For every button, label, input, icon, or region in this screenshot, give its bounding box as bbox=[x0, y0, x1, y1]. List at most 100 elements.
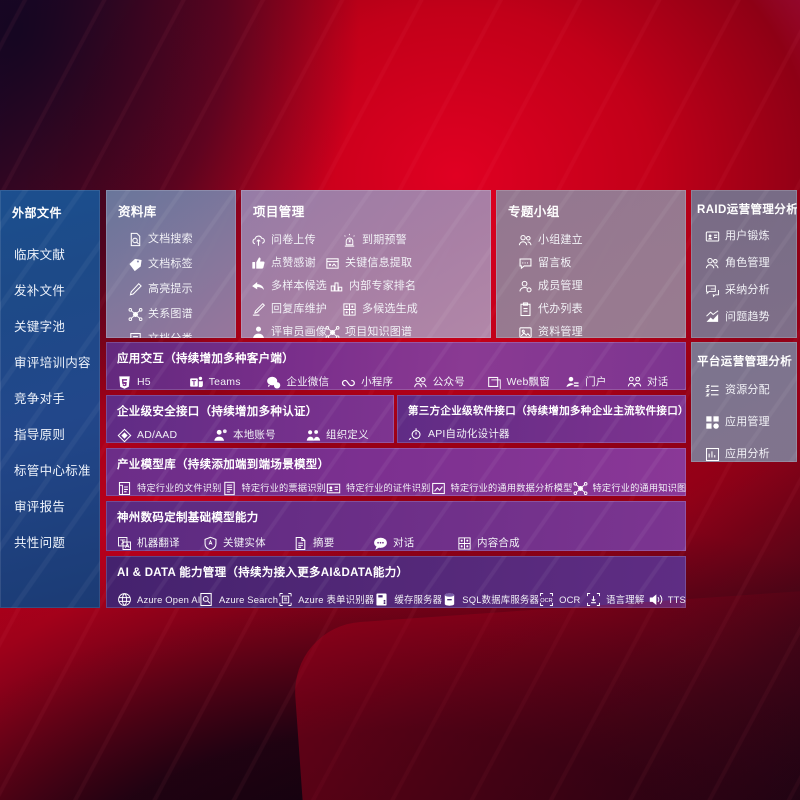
item-label: 角色管理 bbox=[725, 257, 770, 269]
graph-network-icon bbox=[128, 307, 143, 322]
two-people-icon bbox=[518, 233, 533, 248]
ai-item-tts[interactable]: TTS bbox=[648, 589, 686, 608]
ai-item-ocr[interactable]: OCR OCR bbox=[539, 589, 586, 608]
base-item-key-entity[interactable]: 关键实体 bbox=[203, 533, 293, 551]
trend-chart-icon bbox=[705, 310, 720, 325]
security-item-local-account[interactable]: 本地账号 bbox=[213, 425, 306, 443]
app-item-dialog[interactable]: 对话 bbox=[627, 372, 686, 390]
project-item-reviewer-profile[interactable]: 评审员画像 bbox=[251, 321, 327, 338]
app-item-miniprogram[interactable]: 小程序 bbox=[341, 372, 413, 390]
project-item-survey-upload[interactable]: 问卷上传 bbox=[251, 229, 342, 252]
raid-items: 用户锻炼 角色管理 采纳分析 问题趋势 bbox=[691, 217, 797, 335]
sidebar-item-review-training[interactable]: 审评培训内容 bbox=[14, 355, 91, 370]
base-item-dialog[interactable]: 对话 bbox=[373, 533, 457, 551]
app-item-portal[interactable]: 门户 bbox=[565, 372, 627, 390]
third-party-items: API自动化设计器 bbox=[397, 418, 686, 443]
sidebar-item-standards-center[interactable]: 标管中心标准 bbox=[14, 463, 91, 478]
industry-item-knowledge-graph[interactable]: 特定行业的通用知识图谱模型 bbox=[573, 478, 686, 496]
item-label: 内容合成 bbox=[477, 537, 520, 550]
app-item-wework[interactable]: 企业微信 bbox=[266, 372, 341, 390]
project-item-multi-sample[interactable]: 多样本候选 bbox=[251, 275, 329, 298]
sidebar-item-keyword-pool[interactable]: 关键字池 bbox=[14, 319, 66, 334]
platform-item-app-analysis[interactable]: 应用分析 bbox=[705, 443, 789, 462]
group-item-member-management[interactable]: 成员管理 bbox=[518, 275, 606, 298]
base-model-title: 神州数码定制基础模型能力 bbox=[117, 512, 259, 524]
ai-item-sql-database[interactable]: SQL数据库服务器 bbox=[442, 589, 539, 608]
group-item-message-board[interactable]: 留言板 bbox=[518, 252, 592, 275]
ai-item-language-understanding[interactable]: 语言理解 bbox=[586, 589, 648, 608]
project-item-multi-candidate[interactable]: 多候选生成 bbox=[342, 298, 420, 321]
two-people-icon bbox=[705, 256, 720, 271]
app-item-official-account[interactable]: 公众号 bbox=[413, 372, 487, 390]
dialog-people-icon bbox=[627, 375, 642, 390]
language-understanding-icon bbox=[586, 592, 601, 607]
app-item-h5[interactable]: H5 bbox=[117, 372, 189, 390]
miniprogram-icon bbox=[341, 375, 356, 390]
industry-item-id-recognition[interactable]: 特定行业的证件识别 bbox=[326, 478, 431, 496]
group-item-create-group[interactable]: 小组建立 bbox=[518, 229, 606, 252]
checklist-icon bbox=[705, 383, 720, 398]
raid-item-issue-trend[interactable]: 问题趋势 bbox=[705, 306, 789, 329]
group-item-todo-list[interactable]: 代办列表 bbox=[518, 298, 592, 321]
third-party-item-api-designer[interactable]: API自动化设计器 bbox=[408, 424, 510, 443]
sidebar-item-clinical-literature[interactable]: 临床文献 bbox=[14, 247, 66, 262]
item-label: 用户锻炼 bbox=[725, 230, 770, 242]
base-item-content-synthesis[interactable]: 内容合成 bbox=[457, 533, 520, 551]
platform-item-resource-allocation[interactable]: 资源分配 bbox=[705, 379, 789, 402]
app-item-web-window[interactable]: Web飘窗 bbox=[487, 372, 566, 390]
library-item-highlight[interactable]: 高亮提示 bbox=[128, 278, 228, 301]
library-item-document-category[interactable]: 文档分类 bbox=[128, 328, 228, 338]
project-item-reply-library[interactable]: 回复库维护 bbox=[251, 298, 342, 321]
project-items: 问卷上传 到期预警 点赞感谢 关键信息提取 多样本候选 bbox=[241, 220, 491, 338]
item-label: 点赞感谢 bbox=[271, 257, 316, 269]
item-label: 回复库维护 bbox=[271, 303, 327, 315]
teams-icon bbox=[189, 375, 204, 390]
graph-network-icon bbox=[573, 481, 588, 496]
ai-item-azure-openai[interactable]: Azure Open AI bbox=[117, 589, 200, 608]
project-item-expert-ranking[interactable]: 内部专家排名 bbox=[329, 275, 416, 298]
item-label: 高亮提示 bbox=[148, 283, 193, 295]
project-item-like-thanks[interactable]: 点赞感谢 bbox=[251, 252, 325, 275]
document-search-icon bbox=[128, 232, 143, 247]
bar-ai-data: AI & DATA 能力管理（持续为接入更多AI&DATA能力） Azure O… bbox=[106, 556, 686, 608]
raid-item-adoption-analysis[interactable]: 采纳分析 bbox=[705, 279, 789, 302]
ai-data-items: Azure Open AI Azure Search Azure 表单识别器 缓… bbox=[106, 580, 686, 608]
base-item-summary[interactable]: 摘要 bbox=[293, 533, 373, 551]
sidebar-item-common-issues[interactable]: 共性问题 bbox=[14, 535, 66, 550]
person-gear-icon bbox=[518, 279, 533, 294]
item-label: 特定行业的文件识别 bbox=[137, 482, 222, 493]
app-item-teams[interactable]: Teams bbox=[189, 372, 267, 390]
industry-item-data-analysis[interactable]: 特定行业的通用数据分析模型 bbox=[431, 478, 573, 496]
cloud-upload-icon bbox=[251, 233, 266, 248]
security-item-ad-aad[interactable]: AD/AAD bbox=[117, 425, 213, 443]
org-define-icon bbox=[306, 428, 321, 443]
item-label: 机器翻译 bbox=[137, 537, 180, 550]
sidebar-item-supplement-files[interactable]: 发补文件 bbox=[14, 283, 66, 298]
industry-item-receipt-recognition[interactable]: 特定行业的票据识别 bbox=[222, 478, 327, 496]
ai-item-form-recognizer[interactable]: Azure 表单识别器 bbox=[278, 589, 374, 608]
html5-icon bbox=[117, 375, 132, 390]
item-label: AD/AAD bbox=[137, 429, 178, 442]
library-item-relation-graph[interactable]: 关系图谱 bbox=[128, 303, 228, 326]
item-label: 门户 bbox=[585, 376, 607, 389]
platform-item-app-management[interactable]: 应用管理 bbox=[705, 411, 789, 434]
project-item-due-alert[interactable]: 到期预警 bbox=[342, 229, 420, 252]
sidebar-item-review-report[interactable]: 审评报告 bbox=[14, 499, 66, 514]
cache-server-icon bbox=[374, 592, 389, 607]
raid-item-role-management[interactable]: 角色管理 bbox=[705, 252, 789, 275]
raid-item-user-training[interactable]: 用户锻炼 bbox=[705, 225, 789, 248]
sidebar-item-competitors[interactable]: 竞争对手 bbox=[14, 391, 66, 406]
qa-bubble-icon bbox=[705, 283, 720, 298]
ai-item-cache-server[interactable]: 缓存服务器 bbox=[374, 589, 442, 608]
library-item-document-tag[interactable]: 文档标签 bbox=[128, 253, 228, 276]
library-item-document-search[interactable]: 文档搜索 bbox=[128, 228, 228, 251]
security-item-org-define[interactable]: 组织定义 bbox=[306, 425, 394, 443]
base-item-machine-translation[interactable]: 机器翻译 bbox=[117, 533, 203, 551]
project-item-key-info-extract[interactable]: 关键信息提取 bbox=[325, 252, 416, 275]
project-item-knowledge-graph[interactable]: 项目知识图谱 bbox=[325, 321, 416, 338]
ai-item-azure-search[interactable]: Azure Search bbox=[199, 589, 278, 608]
group-item-material-management[interactable]: 资料管理 bbox=[518, 321, 606, 338]
industry-item-file-recognition[interactable]: 特定行业的文件识别 bbox=[117, 478, 222, 496]
sidebar-item-guidelines[interactable]: 指导原则 bbox=[14, 427, 66, 442]
web-window-icon bbox=[487, 375, 502, 390]
